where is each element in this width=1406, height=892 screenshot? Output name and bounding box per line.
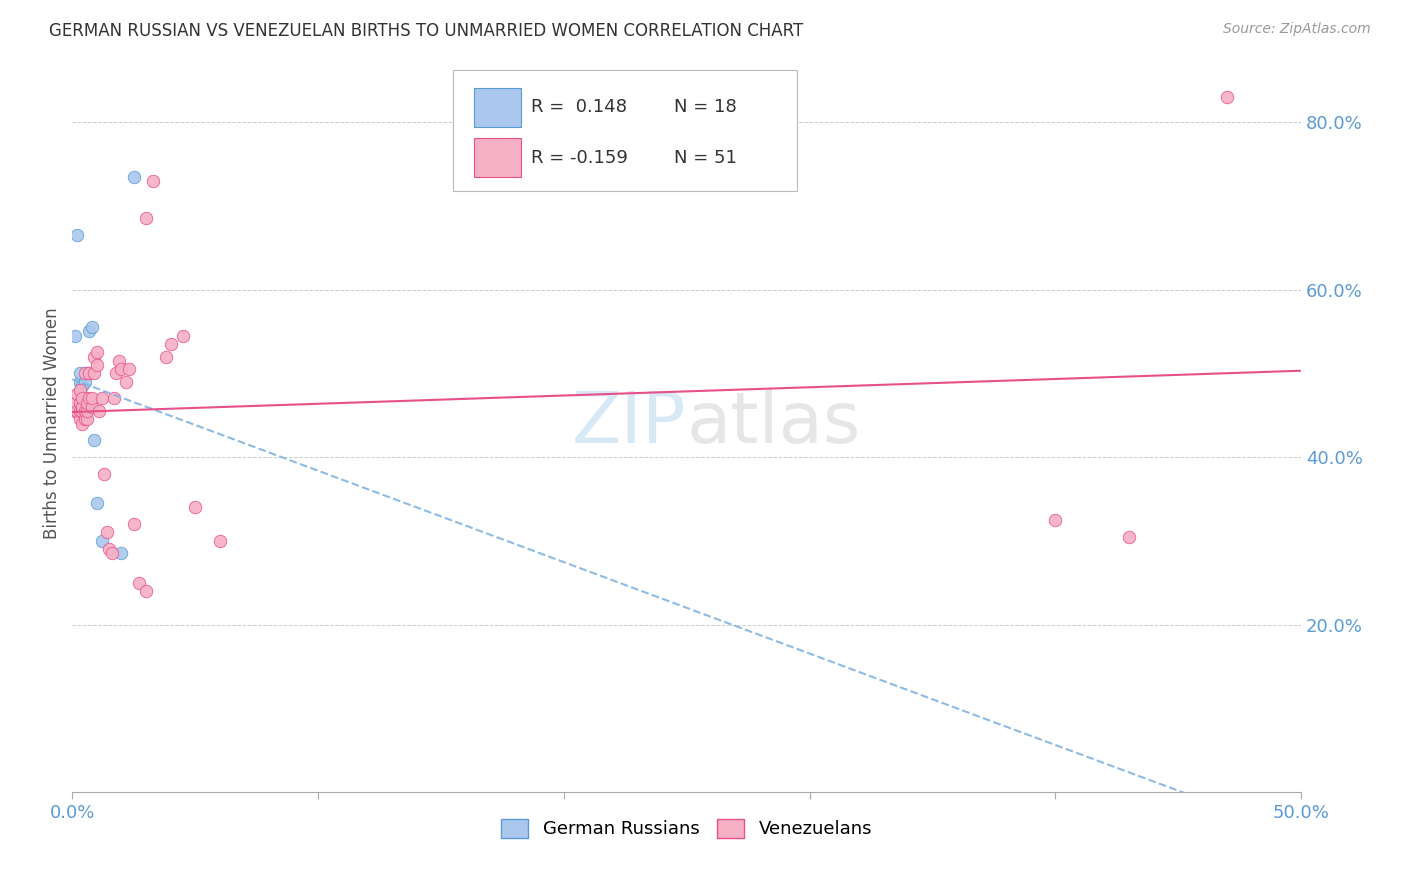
Point [69,412,91,426]
Y-axis label: Births to Unmarried Women: Births to Unmarried Women [44,308,60,540]
Point [63,395,86,409]
Point [73,392,96,406]
Point [63,404,86,418]
Point [73,404,96,418]
Point [1118,530,1140,544]
Point [79,325,101,339]
Point [83,367,105,381]
Point [69,367,91,381]
Point [118,362,141,376]
Point [90,533,112,548]
Point [184,500,207,515]
Point [86,496,108,510]
Point [115,375,138,389]
Point [70,400,93,414]
Point [73,412,96,426]
Point [172,328,194,343]
Point [135,584,157,599]
Point [70,379,93,393]
Point [73,404,96,418]
Point [135,211,157,226]
Point [155,350,177,364]
Point [79,367,101,381]
Point [66,404,89,418]
Point [100,546,122,560]
Point [110,546,132,560]
Point [110,362,132,376]
Point [73,367,96,381]
Point [73,375,96,389]
Point [76,395,98,409]
Point [63,328,86,343]
Point [76,395,98,409]
Text: R =  0.148: R = 0.148 [530,98,627,117]
Point [142,174,165,188]
Point [66,228,89,243]
Point [80,320,103,334]
Point [208,533,231,548]
Point [80,400,103,414]
Point [89,404,111,418]
Point [70,417,93,431]
Point [66,387,89,401]
Point [69,395,91,409]
FancyBboxPatch shape [453,70,797,192]
Point [122,516,145,531]
Point [76,404,98,418]
Point [76,412,98,426]
Point [70,404,93,418]
Text: R = -0.159: R = -0.159 [530,149,627,167]
Text: N = 18: N = 18 [675,98,737,117]
Point [90,392,112,406]
Point [70,392,93,406]
Point [69,404,91,418]
Point [93,467,115,481]
Point [108,353,131,368]
Point [159,337,181,351]
Point [83,350,105,364]
Point [1216,90,1239,104]
Point [70,392,93,406]
Point [105,367,128,381]
Point [98,542,121,557]
Text: ZIP: ZIP [572,389,686,458]
Point [83,434,105,448]
Point [86,358,108,372]
FancyBboxPatch shape [474,88,520,127]
Text: atlas: atlas [686,389,860,458]
Point [79,392,101,406]
Point [86,345,108,359]
Text: Source: ZipAtlas.com: Source: ZipAtlas.com [1223,22,1371,37]
Point [122,169,145,184]
Point [1045,513,1067,527]
Point [103,392,125,406]
Text: N = 51: N = 51 [675,149,737,167]
Point [69,383,91,397]
FancyBboxPatch shape [474,138,520,177]
Legend: German Russians, Venezuelans: German Russians, Venezuelans [494,812,880,846]
Point [80,392,103,406]
Point [128,575,150,590]
Text: GERMAN RUSSIAN VS VENEZUELAN BIRTHS TO UNMARRIED WOMEN CORRELATION CHART: GERMAN RUSSIAN VS VENEZUELAN BIRTHS TO U… [49,22,803,40]
Point [69,375,91,389]
Point [76,367,98,381]
Point [96,525,118,540]
